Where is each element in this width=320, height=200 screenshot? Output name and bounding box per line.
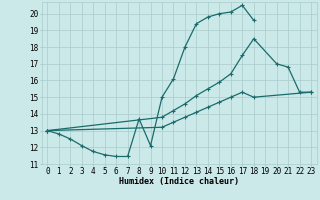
X-axis label: Humidex (Indice chaleur): Humidex (Indice chaleur) — [119, 177, 239, 186]
